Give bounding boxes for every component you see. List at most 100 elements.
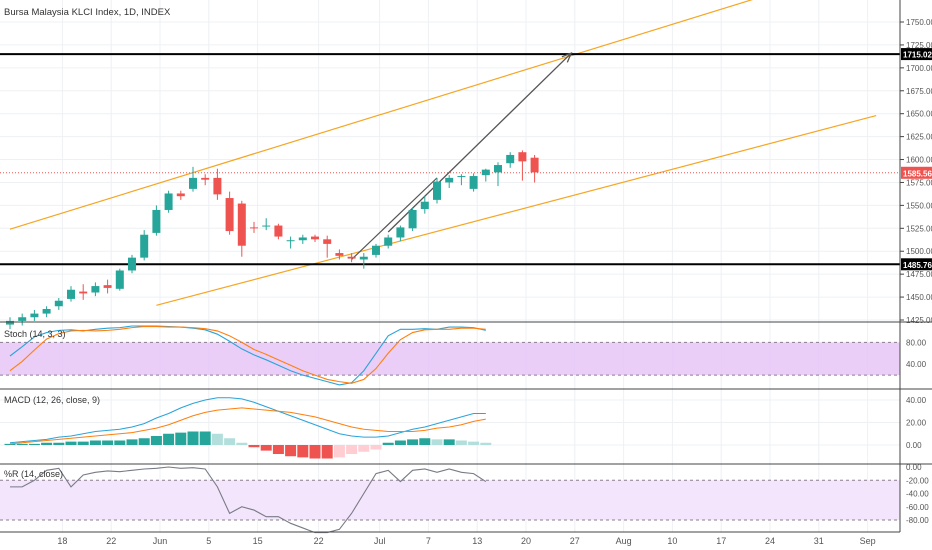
candle-body — [384, 237, 393, 246]
arrow-head — [561, 52, 573, 63]
time-label: 22 — [106, 536, 116, 546]
macd-hist-bar — [4, 443, 16, 445]
candle-body — [347, 256, 356, 259]
macd-hist-bar — [28, 443, 40, 445]
candle-body — [54, 300, 63, 307]
time-label: 13 — [472, 536, 482, 546]
arrow-line — [387, 52, 572, 233]
wr-tick-label: -60.00 — [906, 503, 929, 512]
candle-body — [372, 245, 380, 255]
chart-title: Bursa Malaysia KLCI Index, 1D, INDEX — [4, 7, 171, 18]
candle-body — [433, 181, 441, 200]
macd-hist-bar — [297, 445, 309, 458]
time-label: 15 — [253, 536, 263, 546]
grid-lines — [0, 0, 900, 532]
trend-segment — [351, 177, 438, 260]
candle-body — [286, 240, 295, 242]
macd-hist-bar — [175, 432, 187, 445]
drawing-tools[interactable] — [0, 0, 900, 306]
candle-body — [30, 313, 39, 318]
price-tick-label: 1625.00 — [906, 133, 932, 142]
macd-hist-bar — [65, 441, 77, 445]
indicator-bands — [0, 341, 900, 521]
stoch-d-line — [9, 325, 486, 384]
macd-line — [9, 397, 486, 444]
macd-hist-bar — [248, 445, 260, 448]
macd-hist-bar — [407, 439, 419, 445]
wr-tick-label: -20.00 — [906, 476, 929, 485]
time-label: 10 — [667, 536, 677, 546]
time-label: Jul — [374, 536, 386, 546]
pane-titles: Bursa Malaysia KLCI Index, 1D, INDEX Sto… — [4, 7, 171, 479]
macd-hist-bar — [224, 438, 236, 445]
price-tick-label: 1750.00 — [906, 18, 932, 27]
time-axis[interactable]: 18 22 Jun 5 15 22 Jul 7 13 20 27 Aug 10 17 24 31 Sep — [0, 531, 900, 546]
wr-band — [0, 480, 900, 520]
macd-tick-label: 40.00 — [906, 396, 927, 405]
price-axis[interactable]: 1425.00 1450.00 1475.00 1500.00 1525.00 1550.… — [899, 0, 932, 532]
stoch-title: Stoch (14, 3, 3) — [4, 329, 66, 339]
macd-hist-bar — [358, 445, 370, 452]
price-tick-label: 1525.00 — [906, 224, 932, 233]
macd-title: MACD (12, 26, close, 9) — [4, 395, 100, 405]
candles[interactable] — [6, 150, 539, 330]
candle-body — [42, 308, 51, 314]
macd-hist-bar — [187, 431, 199, 445]
price-tick-label: 1450.00 — [906, 293, 932, 302]
candle-body — [420, 201, 429, 210]
candle-body — [323, 239, 332, 244]
stoch-band — [0, 342, 900, 376]
candle-body — [18, 317, 27, 321]
macd-hist-bar — [16, 443, 28, 445]
macd-hist-bar — [199, 431, 211, 445]
time-label: 24 — [765, 536, 775, 546]
candle-body — [250, 227, 258, 229]
time-label: 17 — [716, 536, 726, 546]
level-price-badge-bg — [901, 258, 932, 271]
candle-body — [494, 165, 502, 173]
macd-tick-label: 20.00 — [906, 419, 927, 428]
candle-body — [262, 225, 271, 227]
time-label: Sep — [860, 536, 876, 546]
candle-body — [201, 177, 210, 180]
candle-body — [225, 198, 234, 232]
wr-tick-label: -80.00 — [906, 516, 929, 525]
macd-hist-bar — [346, 445, 358, 454]
macd-hist-bar — [480, 442, 492, 445]
candle-body — [140, 234, 149, 258]
time-label: Aug — [616, 536, 632, 546]
price-tick-label: 1475.00 — [906, 270, 932, 279]
wr-title: %R (14, close) — [4, 469, 63, 479]
macd-signal-line — [9, 407, 486, 445]
wr-tick-label: -40.00 — [906, 490, 929, 499]
candle-body — [335, 253, 344, 256]
candle-body — [91, 286, 100, 293]
macd-hist-bar — [455, 440, 467, 445]
price-tick-label: 1550.00 — [906, 201, 932, 210]
macd-hist-bar — [419, 438, 431, 445]
macd-hist-bar — [285, 445, 297, 457]
macd-hist-bar — [89, 440, 101, 445]
time-label: 22 — [314, 536, 324, 546]
macd-hist-bar — [309, 445, 321, 459]
macd-hist-bar — [333, 445, 345, 458]
candle-body — [396, 227, 405, 238]
stoch-tick-label: 80.00 — [906, 338, 927, 347]
wr-line — [10, 466, 487, 534]
pane-separators[interactable] — [0, 321, 932, 465]
macd-hist-bar — [150, 436, 162, 445]
macd-hist-bar — [443, 439, 455, 445]
price-tick-label: 1725.00 — [906, 41, 932, 50]
macd-hist-bar — [114, 440, 126, 445]
macd-hist-bar — [77, 441, 89, 445]
channel-line — [9, 0, 754, 230]
price-tick-label: 1700.00 — [906, 64, 932, 73]
macd-tick-label: 0.00 — [906, 441, 922, 450]
candle-body — [506, 154, 515, 164]
macd-hist-bar — [431, 439, 443, 445]
candle-body — [6, 320, 14, 325]
macd-hist-bar — [126, 439, 138, 445]
candle-body — [103, 285, 112, 288]
time-label: Jun — [153, 536, 168, 546]
